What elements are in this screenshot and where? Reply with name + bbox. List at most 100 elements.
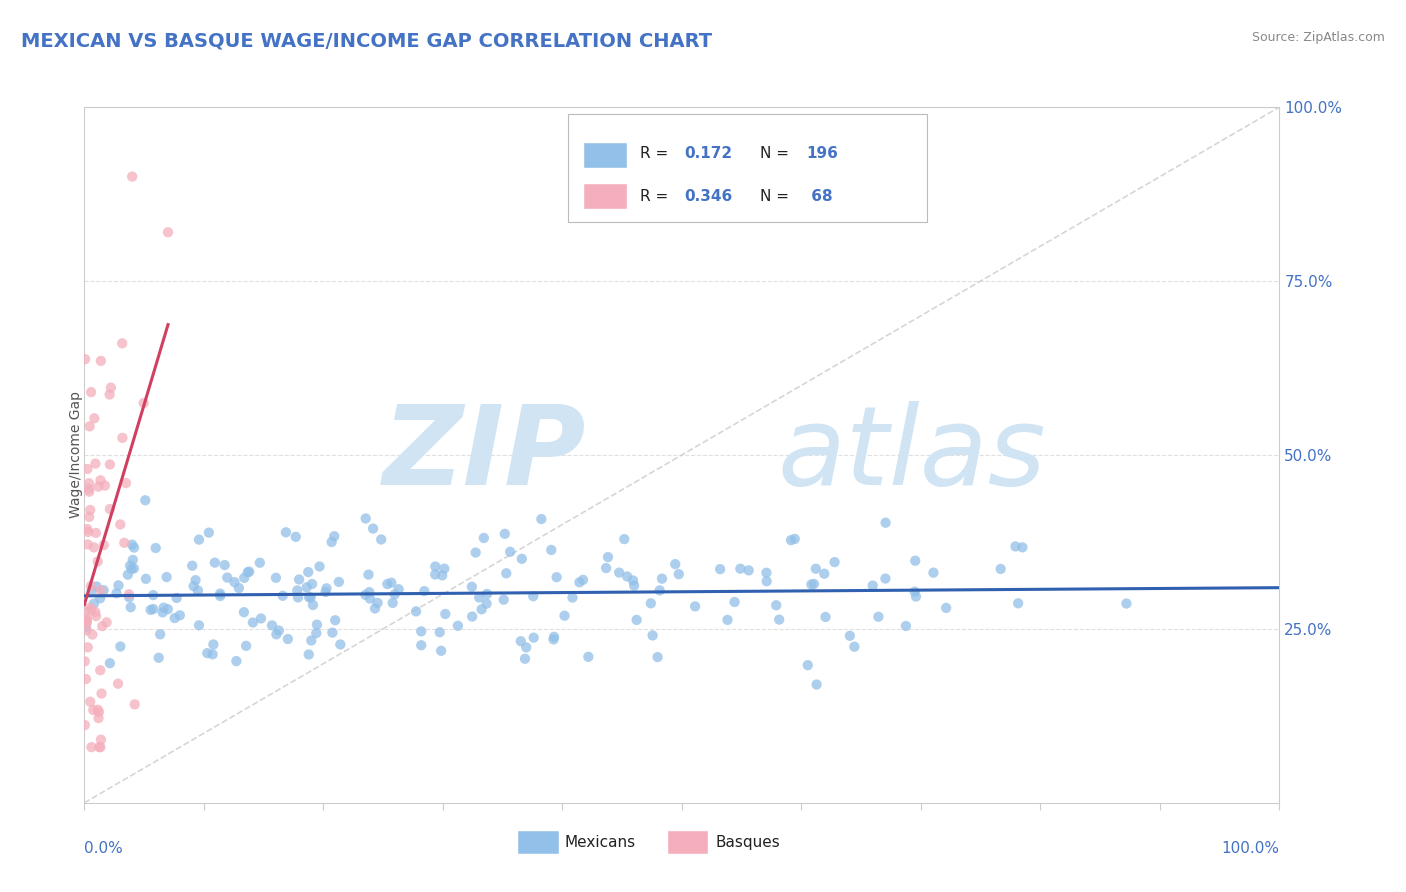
Point <box>429 625 451 640</box>
Point <box>274 525 297 540</box>
Point <box>98 656 121 670</box>
Point <box>209 589 232 603</box>
Point <box>302 598 325 612</box>
Point <box>80 579 103 593</box>
Point <box>806 677 828 691</box>
Point <box>79 419 101 434</box>
Point <box>87 703 110 717</box>
Point <box>90 354 112 368</box>
Point <box>122 561 145 575</box>
Text: Basques: Basques <box>716 835 780 850</box>
Point <box>803 577 825 591</box>
Text: ZIP: ZIP <box>382 401 586 508</box>
Point <box>430 568 453 582</box>
Point <box>76 640 98 655</box>
Text: 0.0%: 0.0% <box>84 841 124 856</box>
Point <box>321 535 343 549</box>
Point <box>121 562 143 576</box>
Point <box>425 559 447 574</box>
Point <box>875 516 897 530</box>
Point <box>132 396 155 410</box>
Point <box>121 169 143 184</box>
Point <box>299 591 322 605</box>
Point <box>118 587 141 601</box>
Point <box>904 584 927 599</box>
Point <box>77 482 100 496</box>
Point <box>84 609 107 624</box>
Point <box>298 591 321 605</box>
Point <box>242 615 264 630</box>
Point <box>121 553 143 567</box>
Point <box>471 602 494 616</box>
Point <box>76 616 98 631</box>
Point <box>82 627 104 641</box>
Point <box>755 566 778 580</box>
Point <box>152 606 174 620</box>
Point <box>214 558 236 572</box>
Point <box>83 597 105 611</box>
Point <box>301 577 323 591</box>
Point <box>780 533 803 548</box>
Point <box>76 522 98 536</box>
Point <box>86 579 108 593</box>
Point <box>96 615 118 630</box>
Point <box>152 600 174 615</box>
Point <box>249 556 271 570</box>
Text: 0.172: 0.172 <box>685 146 733 161</box>
Point <box>380 575 402 590</box>
Point <box>328 574 350 589</box>
Point <box>284 530 307 544</box>
Point <box>607 566 630 580</box>
Point <box>305 626 328 640</box>
Point <box>354 588 377 602</box>
Point <box>321 625 343 640</box>
Point <box>298 648 321 662</box>
Point <box>814 610 837 624</box>
FancyBboxPatch shape <box>583 143 627 168</box>
Point <box>875 572 897 586</box>
Point <box>384 587 406 601</box>
Point <box>75 620 97 634</box>
Point <box>621 574 644 588</box>
Point <box>98 458 121 472</box>
Point <box>75 672 97 686</box>
Point <box>797 658 820 673</box>
Point <box>83 411 105 425</box>
Point <box>299 633 322 648</box>
FancyBboxPatch shape <box>668 830 709 855</box>
Point <box>84 605 107 619</box>
Point <box>89 473 111 487</box>
Point <box>204 556 226 570</box>
Text: 100.0%: 100.0% <box>1222 841 1279 856</box>
Point <box>862 578 884 592</box>
Point <box>430 644 453 658</box>
Point <box>91 619 114 633</box>
Point <box>277 632 299 646</box>
Point <box>124 698 146 712</box>
Point <box>904 590 927 604</box>
Point <box>359 591 381 606</box>
Point <box>169 608 191 623</box>
Point <box>464 545 486 559</box>
Point <box>107 578 129 592</box>
Point <box>77 509 100 524</box>
Point <box>922 566 945 580</box>
Point <box>894 619 917 633</box>
Point <box>530 512 553 526</box>
Point <box>157 225 180 239</box>
Text: 68: 68 <box>806 188 832 203</box>
Point <box>576 649 599 664</box>
Point <box>730 562 752 576</box>
Point <box>156 602 179 616</box>
Point <box>84 457 107 471</box>
Point <box>370 533 392 547</box>
Point <box>716 613 738 627</box>
Point <box>76 624 98 638</box>
Point <box>425 567 447 582</box>
Point <box>626 613 648 627</box>
Point <box>510 551 533 566</box>
Point <box>83 541 105 555</box>
Point <box>76 614 98 628</box>
Point <box>90 687 112 701</box>
Point <box>568 575 591 590</box>
